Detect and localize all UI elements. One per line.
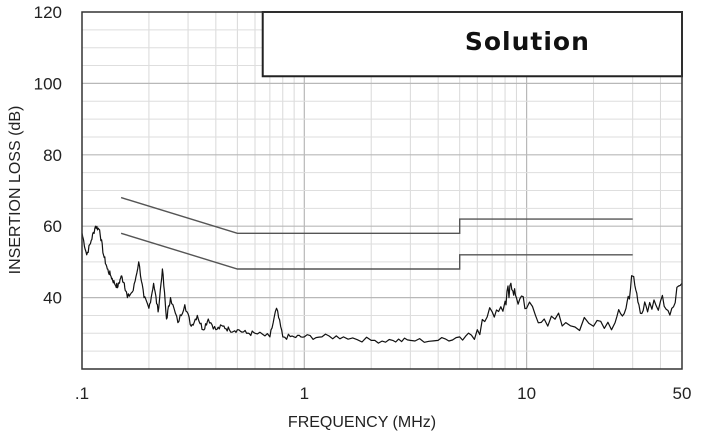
limit-line-2: [120, 232, 633, 270]
x-tick-label: 10: [517, 384, 536, 403]
y-tick-label: 80: [43, 146, 62, 165]
x-tick-label: 50: [673, 384, 692, 403]
y-tick-label: 60: [43, 217, 62, 236]
measured-trace-1: [81, 225, 683, 344]
solution-label: Solution: [465, 27, 590, 56]
x-tick-label: 1: [300, 384, 309, 403]
y-tick-label: 40: [43, 289, 62, 308]
plot-frame: [81, 11, 683, 370]
x-tick-label: .1: [75, 384, 89, 403]
y-tick-labels: 40 60 80 100 120: [34, 3, 62, 308]
solution-region: Solution: [261, 11, 683, 78]
y-axis-label: INSERTION LOSS (dB): [7, 106, 24, 275]
limit-lines: [120, 196, 633, 270]
y-tick-label: 120: [34, 3, 62, 22]
x-axis-label: FREQUENCY (MHz): [288, 414, 436, 431]
series-group: [81, 225, 683, 344]
y-tick-label: 100: [34, 74, 62, 93]
limit-line-1: [120, 196, 633, 235]
x-tick-labels: .1 1 10 50: [75, 384, 692, 403]
